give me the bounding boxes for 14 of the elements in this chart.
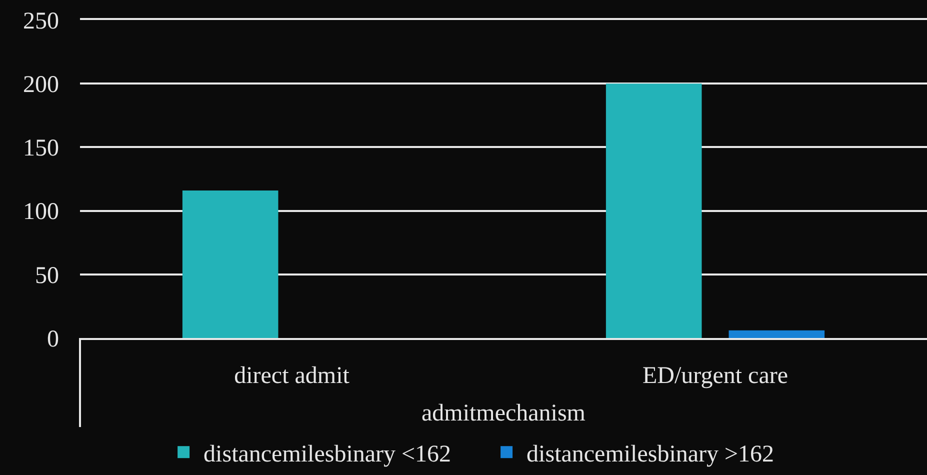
y-tick-label: 0	[47, 326, 59, 352]
bar	[182, 190, 278, 338]
y-tick-label: 250	[23, 8, 59, 34]
bar	[728, 330, 825, 338]
y-tick-label: 100	[23, 199, 59, 226]
y-tick-label: 200	[23, 72, 59, 98]
y-tick-label: 150	[23, 136, 59, 162]
bar	[606, 84, 702, 338]
x-tick-label: direct admit	[234, 362, 350, 389]
legend-label: distancemilesbinary <162	[204, 441, 452, 468]
y-tick-label: 50	[35, 262, 59, 289]
legend-label: distancemilesbinary >162	[526, 441, 774, 468]
x-axis-title: admitmechanism	[422, 400, 586, 427]
x-tick-label: ED/urgent care	[642, 362, 788, 389]
